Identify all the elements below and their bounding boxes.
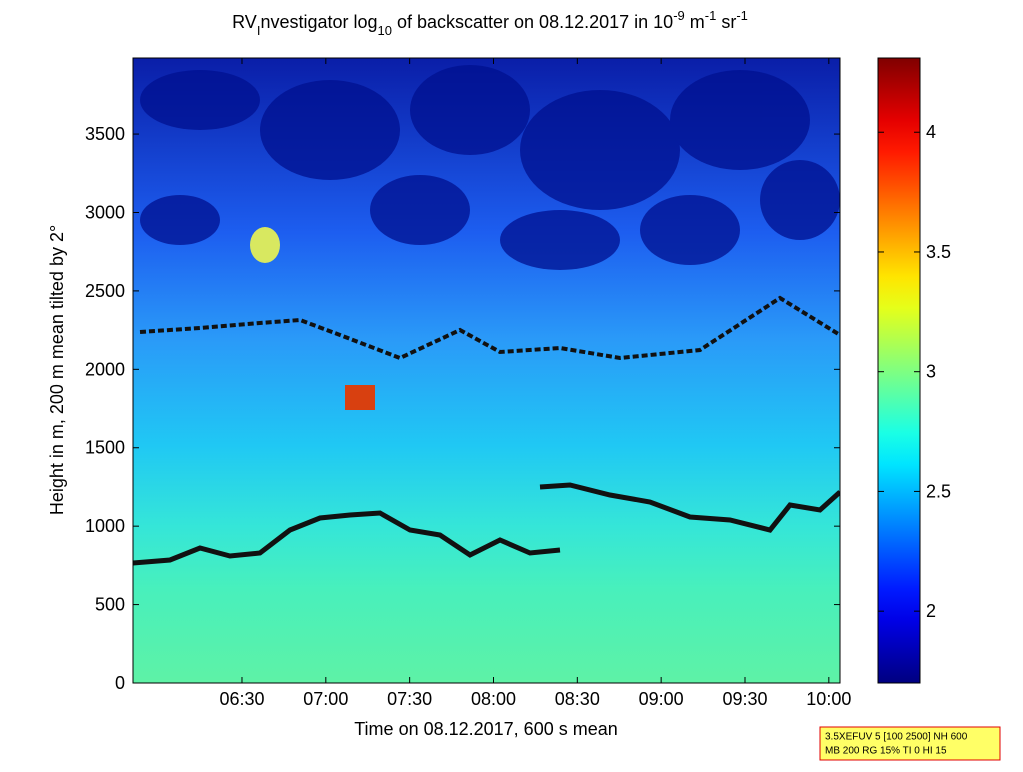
x-tick-label: 08:00	[471, 689, 516, 709]
x-tick-label: 06:30	[219, 689, 264, 709]
plot-frame	[132, 57, 841, 684]
x-tick-label: 08:30	[555, 689, 600, 709]
title-part: -9	[673, 8, 685, 23]
bright-patch	[250, 227, 280, 263]
title-part: RV	[232, 12, 257, 32]
x-tick-label: 10:00	[806, 689, 851, 709]
cloud-line	[139, 295, 840, 361]
title-part: nvestigator log	[260, 12, 377, 32]
layer-line	[539, 482, 840, 533]
y-tick-label: 500	[95, 595, 125, 615]
layer-line	[133, 510, 561, 566]
x-tick-label: 09:30	[722, 689, 767, 709]
y-axis-label: Height in m, 200 m mean tilted by 2°	[47, 225, 67, 515]
title-part: of backscatter on 08.12.2017 in 10	[392, 12, 673, 32]
annotation: MB 200 RG 15% TI 0 HI 15	[825, 746, 947, 757]
title-part: 10	[378, 23, 392, 38]
title-part: I	[257, 23, 261, 38]
y-tick-label: 3000	[85, 202, 125, 222]
chart-title: RVInvestigator log10 of backscatter on 0…	[232, 8, 748, 38]
x-tick-label: 07:00	[303, 689, 348, 709]
colorbar-tick-label: 3.5	[926, 242, 951, 262]
dark-patches	[140, 65, 840, 270]
y-tick-label: 2500	[85, 281, 125, 301]
y-tick-label: 2000	[85, 359, 125, 379]
x-tick-label: 09:00	[639, 689, 684, 709]
y-tick-label: 1500	[85, 438, 125, 458]
title-part: sr	[716, 12, 736, 32]
title-part: -1	[705, 8, 717, 23]
colorbar-tick-label: 2.5	[926, 481, 951, 501]
colorbar-tick-label: 3	[926, 362, 936, 382]
title-part: -1	[736, 8, 748, 23]
y-tick-label: 3500	[85, 124, 125, 144]
field	[133, 58, 840, 683]
colorbar	[877, 57, 921, 684]
x-axis-label: Time on 08.12.2017, 600 s mean	[354, 719, 618, 739]
title-part: m	[685, 12, 705, 32]
colorbar-tick-label: 4	[926, 122, 936, 142]
colorbar-tick-label: 2	[926, 601, 936, 621]
annotation-box	[819, 726, 1001, 761]
y-tick-label: 0	[115, 673, 125, 693]
x-tick-label: 07:30	[387, 689, 432, 709]
bright-patch	[345, 385, 375, 410]
annotation: 3.5XEFUV 5 [100 2500] NH 600	[825, 732, 968, 743]
y-tick-label: 1000	[85, 516, 125, 536]
